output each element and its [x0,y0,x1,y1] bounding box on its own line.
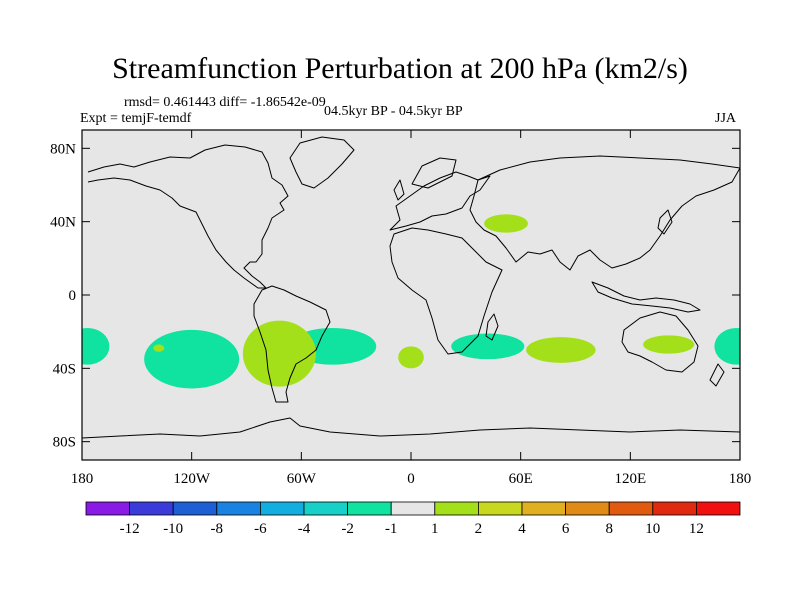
contour-region-6 [153,344,165,352]
x-tick-label-6: 180 [729,471,752,487]
coastline-scandinavia [411,157,457,189]
contour-region-10 [484,214,528,233]
colorbar-label-1: -10 [163,521,183,537]
colorbar-swatch-12 [608,501,654,516]
coastline-asia [469,155,740,271]
colorbar-swatch-3 [216,501,261,516]
colorbar-swatch-0 [85,501,130,516]
contour-region-5 [242,320,316,387]
coastline-madagascar [485,313,499,341]
coastline-north-america [87,144,289,289]
colorbar-swatch-7 [390,501,436,516]
colorbar-swatch-13 [652,501,697,516]
coastlines [82,136,740,439]
contour-region-1 [144,329,240,389]
contour-region-4 [714,328,740,365]
period-text: 04.5kyr BP - 04.5kyr BP [324,104,463,119]
colorbar-label-4: -4 [298,521,311,537]
contour-region-3 [451,333,525,360]
x-tick-label-1: 120W [173,471,211,487]
colorbar-label-8: 2 [475,521,483,537]
coastline-indonesia [591,281,701,313]
colorbar-swatch-2 [172,501,218,516]
colorbar-swatch-14 [696,501,741,516]
contour-region-9 [643,335,695,354]
coastline-europe [389,171,491,231]
contour-regions [82,214,740,389]
contour-region-0 [82,328,110,365]
colorbar-swatch-10 [521,501,566,516]
x-tick-label-0: 180 [71,471,94,487]
colorbar-label-7: 1 [431,521,439,537]
colorbar-swatch-1 [129,501,174,516]
colorbar-label-9: 4 [518,521,526,537]
axis-ticks: 180 120W 60W 0 60E 120E 180 80N 40N 0 40S 80S [50,130,751,487]
colorbar-swatch-4 [259,501,305,516]
colorbar-label-3: -6 [254,521,267,537]
y-tick-label-3: 40S [53,361,76,377]
contour-region-8 [526,337,596,363]
colorbar-swatch-6 [347,501,392,516]
colorbar-label-0: -12 [120,521,140,537]
colorbar-label-10: 6 [562,521,570,537]
colorbar-label-11: 8 [605,521,613,537]
x-tick-label-4: 60E [509,471,533,487]
colorbar-label-13: 12 [689,521,704,537]
coastline-africa [389,227,503,355]
x-tick-label-2: 60W [287,471,317,487]
contour-region-7 [398,346,424,369]
colorbar-swatch-8 [434,501,479,516]
colorbar-swatch-5 [303,501,348,516]
colorbar-swatch-11 [565,501,610,516]
season-text: JJA [715,111,737,126]
colorbar-label-5: -2 [341,521,354,537]
y-tick-label-1: 40N [50,215,76,231]
y-tick-label-4: 80S [53,435,76,451]
colorbar-label-12: 10 [645,521,660,537]
x-tick-label-3: 0 [407,471,415,487]
y-tick-label-0: 80N [50,141,76,157]
coastline-australia [621,311,699,373]
colorbar-label-6: -1 [385,521,398,537]
stats-text: rmsd= 0.461443 diff= -1.86542e-09 [124,95,326,110]
coastline-antarctica [82,417,740,439]
colorbar-label-2: -8 [211,521,224,537]
chart-title: Streamfunction Perturbation at 200 hPa (… [112,52,688,85]
colorbar-swatch-9 [477,501,523,516]
coastline-greenland [289,136,355,189]
coastline-japan [657,209,673,235]
coastline-south-america [253,285,331,403]
plot-background [82,130,740,460]
y-tick-label-2: 0 [69,288,77,304]
x-tick-label-5: 120E [614,471,646,487]
coastline-new-zealand [709,363,725,387]
expt-text: Expt = temjF-temdf [80,111,192,126]
coastline-britain [393,179,405,201]
colorbar: -12 -10 -8 -6 -4 -2 -1 1 2 4 6 8 10 12 [85,501,741,537]
